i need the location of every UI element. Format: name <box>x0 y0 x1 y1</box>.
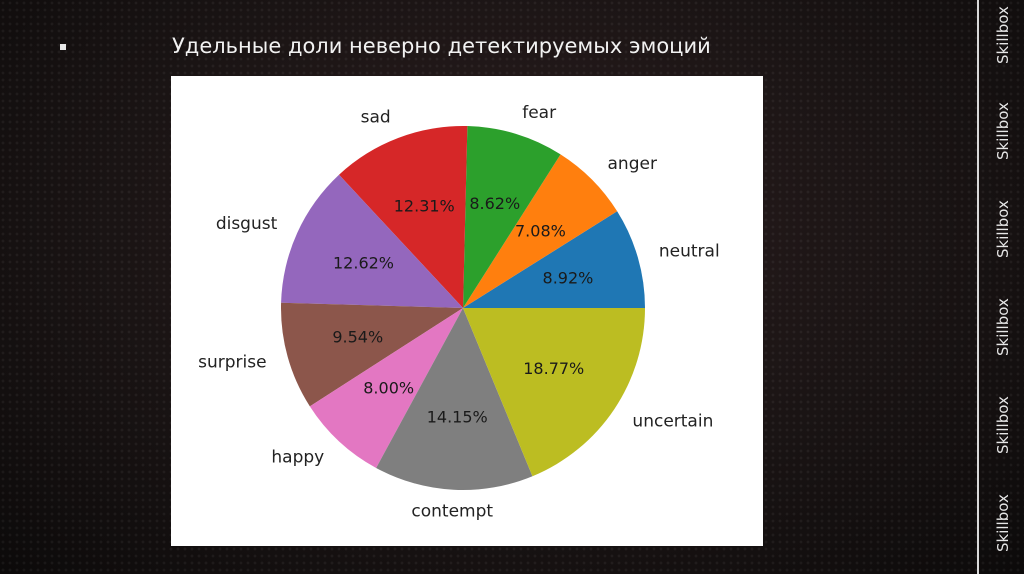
brand-text: Skillbox <box>994 494 1012 552</box>
brand-divider <box>977 0 979 574</box>
pie-category-label-anger: anger <box>608 154 657 174</box>
pie-slice-sad <box>339 126 468 308</box>
pie-chart-panel: 8.92% neutral 7.08% anger 8.62% fear 12.31% sad… <box>171 76 763 546</box>
pie-pct-label-happy: 8.00% <box>363 378 414 397</box>
pie-category-label-uncertain: uncertain <box>632 411 713 431</box>
bullet-marker <box>60 44 66 50</box>
brand-text: Skillbox <box>994 6 1012 64</box>
pie-category-label-contempt: contempt <box>411 502 493 522</box>
pie-slice-surprise <box>281 302 463 407</box>
brand-text: Skillbox <box>994 298 1012 356</box>
pie-category-label-sad: sad <box>361 107 391 127</box>
pie-category-label-fear: fear <box>522 103 556 123</box>
pie-slice-contempt <box>376 308 533 491</box>
pie-slice-happy <box>309 308 463 468</box>
pie-slice-anger <box>463 154 618 308</box>
brand-strip: Skillbox Skillbox Skillbox Skillbox Skillbox… <box>979 0 1024 574</box>
pie-pct-label-anger: 7.08% <box>515 221 566 240</box>
slide-title: Удельные доли неверно детектируемых эмоц… <box>172 34 711 58</box>
pie-pct-label-sad: 12.31% <box>394 196 455 215</box>
pie-pct-label-disgust: 12.62% <box>333 253 394 272</box>
pie-pct-label-uncertain: 18.77% <box>523 359 584 378</box>
pie-slice-uncertain <box>463 308 645 477</box>
pie-pct-label-fear: 8.62% <box>469 194 520 213</box>
brand-text: Skillbox <box>994 200 1012 258</box>
pie-category-label-disgust: disgust <box>216 214 278 234</box>
pie-slice-disgust <box>281 174 463 308</box>
pie-slice-fear <box>463 126 561 308</box>
pie-pct-label-surprise: 9.54% <box>332 328 383 347</box>
pie-pct-label-contempt: 14.15% <box>427 408 488 427</box>
brand-text: Skillbox <box>994 102 1012 160</box>
pie-category-label-happy: happy <box>271 447 324 467</box>
pie-category-label-neutral: neutral <box>659 242 720 262</box>
pie-slice-neutral <box>463 211 645 308</box>
pie-category-label-surprise: surprise <box>198 353 266 373</box>
pie-chart: 8.92% neutral 7.08% anger 8.62% fear 12.31% sad… <box>198 103 720 522</box>
brand-text: Skillbox <box>994 396 1012 454</box>
pie-pct-label-neutral: 8.92% <box>543 268 594 287</box>
